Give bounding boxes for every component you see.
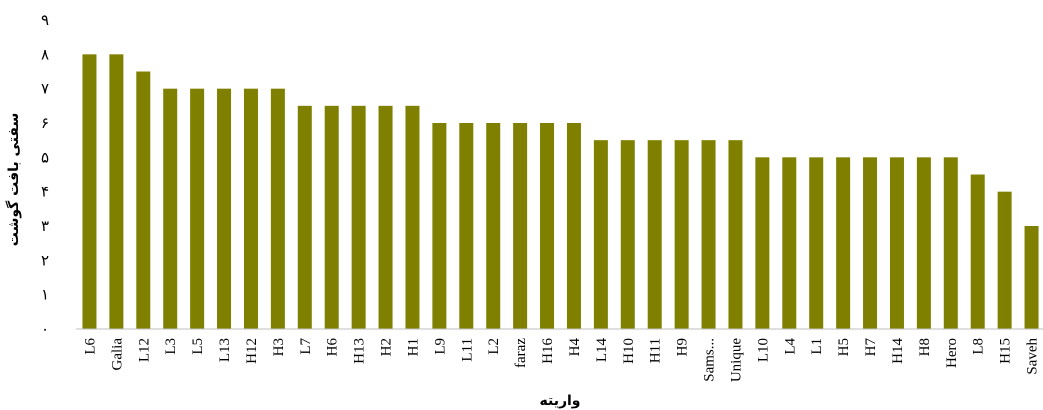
y-axis-ticks: ۰ ۱ ۲ ۳ ۴ ۵ ۶ ۷ ۸ ۹ [41, 13, 49, 338]
bar [540, 123, 555, 329]
x-tick-label: H7 [863, 338, 879, 357]
bar [297, 105, 312, 329]
y-tick-label: ۹ [41, 13, 49, 29]
bar [351, 105, 366, 329]
bar [997, 191, 1012, 329]
bar [916, 157, 931, 329]
x-axis-title: واریته [539, 393, 580, 409]
x-tick-label: L7 [298, 338, 314, 355]
x-tick-label: H2 [379, 338, 395, 356]
x-tick-label: L4 [782, 338, 798, 355]
y-tick-label: ۶ [41, 116, 49, 132]
bar [432, 123, 447, 329]
x-tick-label: H6 [325, 338, 341, 357]
bar [647, 140, 662, 329]
x-tick-label: L5 [190, 338, 206, 355]
x-tick-label: H14 [890, 338, 906, 364]
x-tick-label: L1 [809, 338, 825, 355]
bar [593, 140, 608, 329]
x-tick-label: Hero [944, 338, 960, 368]
bar [378, 105, 393, 329]
bar [217, 88, 232, 329]
x-tick-label: L8 [971, 338, 987, 355]
bar [324, 105, 339, 329]
x-tick-label: H5 [836, 338, 852, 356]
bar [889, 157, 904, 329]
bar [405, 105, 420, 329]
x-tick-label: L11 [459, 338, 475, 362]
x-tick-label: H1 [405, 338, 421, 356]
bars-group [82, 54, 1039, 329]
x-tick-label: faraz [513, 338, 529, 368]
bar [620, 140, 635, 329]
bar [863, 157, 878, 329]
bar [486, 123, 501, 329]
x-tick-label: L12 [136, 338, 152, 362]
bar [190, 88, 205, 329]
x-tick-label: H9 [675, 338, 691, 356]
bar [513, 123, 528, 329]
bar [109, 54, 124, 329]
x-tick-label: H8 [917, 338, 933, 356]
x-tick-label: Unique [728, 338, 744, 383]
bar [1024, 226, 1039, 329]
x-tick-label: L6 [82, 338, 98, 355]
x-tick-label: Sams... [702, 338, 718, 382]
x-tick-label: L2 [486, 338, 502, 355]
x-tick-label: H12 [244, 338, 260, 364]
bar [701, 140, 716, 329]
x-tick-label: Saveh [1025, 338, 1041, 375]
bar [459, 123, 474, 329]
bar [566, 123, 581, 329]
x-tick-label: H13 [352, 338, 368, 364]
bar [943, 157, 958, 329]
bar [728, 140, 743, 329]
x-axis-labels: L6 Galia L12 L3 L5 L13 H12 H3 L7 H6 H13 H2 H1 L9 L11 L2… [82, 338, 1040, 383]
y-tick-label: ۱ [41, 288, 49, 304]
bar [82, 54, 97, 329]
bar [836, 157, 851, 329]
bar [674, 140, 689, 329]
x-tick-label: L3 [163, 338, 179, 355]
y-tick-label: ۴ [41, 185, 49, 201]
x-tick-label: H3 [271, 338, 287, 356]
x-tick-label: H10 [621, 338, 637, 364]
x-tick-label: L14 [594, 338, 610, 363]
bar [163, 88, 178, 329]
x-tick-label: H16 [540, 338, 556, 364]
x-tick-label: L13 [217, 338, 233, 362]
y-tick-label: ۰ [41, 322, 49, 338]
y-tick-label: ۸ [41, 47, 49, 63]
y-tick-label: ۳ [41, 219, 49, 235]
x-tick-label: H4 [567, 338, 583, 357]
bar [136, 71, 151, 329]
bar [782, 157, 797, 329]
x-tick-label: L9 [432, 338, 448, 355]
y-tick-label: ۲ [41, 253, 49, 269]
y-tick-label: ۵ [41, 150, 49, 166]
bar [755, 157, 770, 329]
y-tick-label: ۷ [41, 82, 49, 98]
bar [809, 157, 824, 329]
bar [270, 88, 285, 329]
x-tick-label: L10 [755, 338, 771, 362]
x-tick-label: H15 [998, 338, 1014, 364]
y-axis-title: سفتی بافت گوشت [5, 113, 22, 246]
x-tick-label: Galia [109, 338, 125, 371]
bar [243, 88, 258, 329]
bar [970, 174, 985, 329]
x-tick-label: H11 [648, 338, 664, 363]
